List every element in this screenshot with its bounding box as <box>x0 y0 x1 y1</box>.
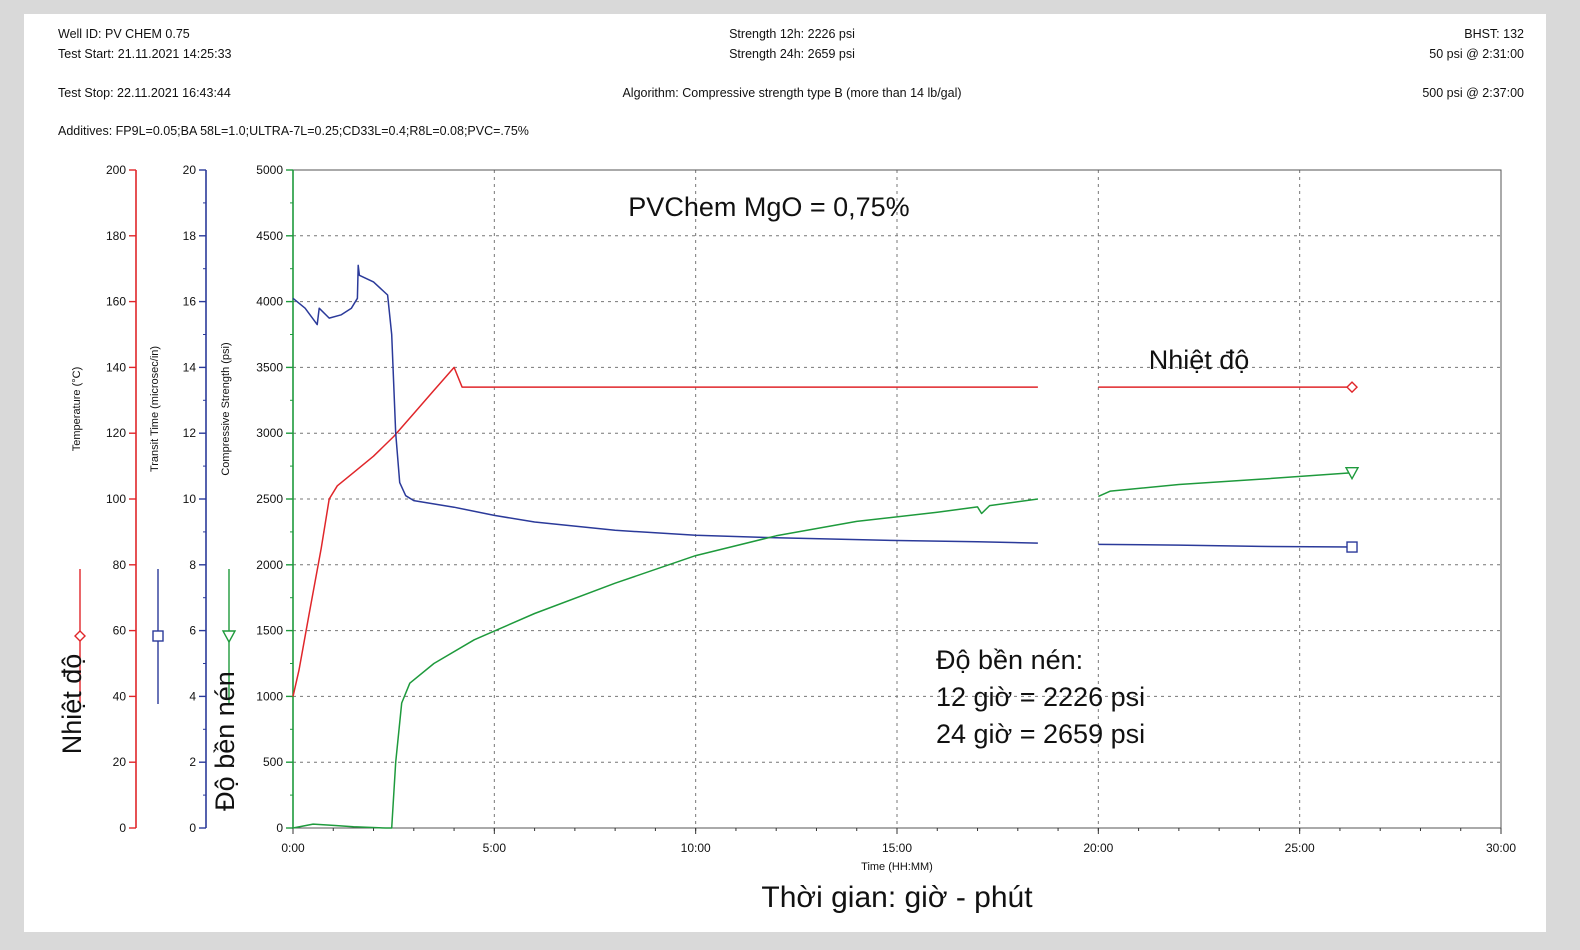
chart-frame: Well ID: PV CHEM 0.75 Test Start: 21.11.… <box>24 14 1546 932</box>
strength-tick-label: 3000 <box>256 426 283 440</box>
temperature-tick-label: 100 <box>106 492 126 506</box>
header-50psi: 50 psi @ 2:31:00 <box>1429 47 1524 61</box>
transit-tick-label: 14 <box>183 360 197 374</box>
annotation-strength-title: Độ bền nén: <box>936 645 1083 675</box>
header-strength-24h: Strength 24h: 2659 psi <box>729 47 855 61</box>
x-tick-label: 30:00 <box>1486 841 1516 855</box>
temperature-tick-label: 140 <box>106 360 126 374</box>
temperature-axis: 0 20 40 60 80 100 120 140 160 180 200 <box>106 163 137 835</box>
x-tick-label: 20:00 <box>1083 841 1113 855</box>
series-transit-end-marker <box>1346 541 1358 553</box>
transit-axis-title-text: Transit Time (microsec/in) <box>149 346 161 472</box>
strength-axis-title: Compressive Strength (psi) <box>220 342 232 475</box>
header-well-id: Well ID: PV CHEM 0.75 <box>58 27 190 41</box>
header-test-stop: Test Stop: 22.11.2021 16:43:44 <box>58 86 231 100</box>
header-algorithm: Algorithm: Compressive strength type B (… <box>622 86 961 100</box>
temperature-tick-label: 160 <box>106 295 126 309</box>
strength-tick-label: 2000 <box>256 558 283 572</box>
strength-tick-label: 5000 <box>256 163 283 177</box>
annotation-strength-12h: 12 giờ = 2226 psi <box>936 682 1145 712</box>
transit-axis-title: Transit Time (microsec/in) <box>149 346 161 472</box>
temperature-tick-label: 200 <box>106 163 126 177</box>
series-temperature-line <box>292 366 1038 697</box>
series-temperature-end-marker <box>1346 381 1359 394</box>
compressive-strength-chart: Well ID: PV CHEM 0.75 Test Start: 21.11.… <box>57 27 1524 914</box>
x-tick-label: 25:00 <box>1285 841 1315 855</box>
transit-axis: 0 2 4 6 8 10 12 14 16 18 20 <box>183 163 207 835</box>
transit-tick-label: 18 <box>183 229 197 243</box>
header-test-start: Test Start: 21.11.2021 14:25:33 <box>58 47 232 61</box>
annotation-title: PVChem MgO = 0,75% <box>628 192 909 222</box>
transit-tick-label: 8 <box>189 558 196 572</box>
transit-legend-marker <box>152 630 164 642</box>
x-axis-vn-label: Thời gian: giờ - phút <box>761 881 1033 914</box>
series-group <box>292 264 1360 829</box>
x-tick-label: 5:00 <box>483 841 507 855</box>
temperature-axis-title-text: Temperature (°C) <box>71 367 83 451</box>
transit-tick-label: 0 <box>189 821 196 835</box>
header-strength-12h: Strength 12h: 2226 psi <box>729 27 855 41</box>
strength-tick-label: 0 <box>276 821 283 835</box>
time-axis: 0:00 5:00 10:00 15:00 20:00 25:00 30:00 <box>281 828 1516 855</box>
axis-legend-glyphs <box>74 569 237 704</box>
x-tick-label: 10:00 <box>681 841 711 855</box>
series-transit-line <box>1098 543 1353 548</box>
header-additives: Additives: FP9L=0.05;BA 58L=1.0;ULTRA-7L… <box>58 124 529 138</box>
temperature-tick-label: 120 <box>106 426 126 440</box>
annotation-temp-label: Nhiệt độ <box>1149 345 1250 375</box>
strength-tick-label: 4500 <box>256 229 283 243</box>
strength-legend-marker <box>221 630 237 644</box>
plot-grid <box>293 170 1501 828</box>
strength-tick-label: 1500 <box>256 624 283 638</box>
transit-tick-label: 10 <box>183 492 197 506</box>
temperature-tick-label: 20 <box>113 755 127 769</box>
strength-tick-label: 1000 <box>256 689 283 703</box>
x-axis-label: Time (HH:MM) <box>861 861 933 873</box>
temperature-tick-label: 0 <box>119 821 126 835</box>
temperature-tick-label: 180 <box>106 229 126 243</box>
series-strength-line <box>1097 471 1353 498</box>
x-tick-label: 0:00 <box>281 841 305 855</box>
transit-tick-label: 2 <box>189 755 196 769</box>
strength-tick-label: 500 <box>263 755 283 769</box>
series-strength-line <box>292 498 1039 829</box>
transit-tick-label: 20 <box>183 163 197 177</box>
series-transit-line <box>292 264 1038 544</box>
strength-axis: 0 500 1000 1500 2000 2500 3000 3500 4000 4500 5000 <box>256 163 294 835</box>
left-strength-label-group: Độ bền nén <box>210 671 240 811</box>
temperature-axis-title: Temperature (°C) <box>71 367 83 451</box>
temperature-legend-marker <box>74 630 86 642</box>
temperature-tick-label: 60 <box>113 624 127 638</box>
strength-tick-label: 4000 <box>256 295 283 309</box>
transit-tick-label: 6 <box>189 624 196 638</box>
left-strength-label: Độ bền nén <box>210 671 240 811</box>
header-500psi: 500 psi @ 2:37:00 <box>1422 86 1524 100</box>
transit-tick-label: 16 <box>183 295 197 309</box>
left-temp-label: Nhiệt độ <box>57 654 87 755</box>
annotation-strength-24h: 24 giờ = 2659 psi <box>936 719 1145 749</box>
strength-tick-label: 3500 <box>256 360 283 374</box>
temperature-tick-label: 40 <box>113 689 127 703</box>
transit-tick-label: 12 <box>183 426 197 440</box>
strength-axis-title-text: Compressive Strength (psi) <box>220 342 232 475</box>
transit-tick-label: 4 <box>189 689 196 703</box>
left-temp-label-group: Nhiệt độ <box>57 654 87 755</box>
series-strength-end-marker <box>1344 466 1360 481</box>
strength-tick-label: 2500 <box>256 492 283 506</box>
x-tick-label: 15:00 <box>882 841 912 855</box>
temperature-tick-label: 80 <box>113 558 127 572</box>
header-bhst: BHST: 132 <box>1464 27 1524 41</box>
